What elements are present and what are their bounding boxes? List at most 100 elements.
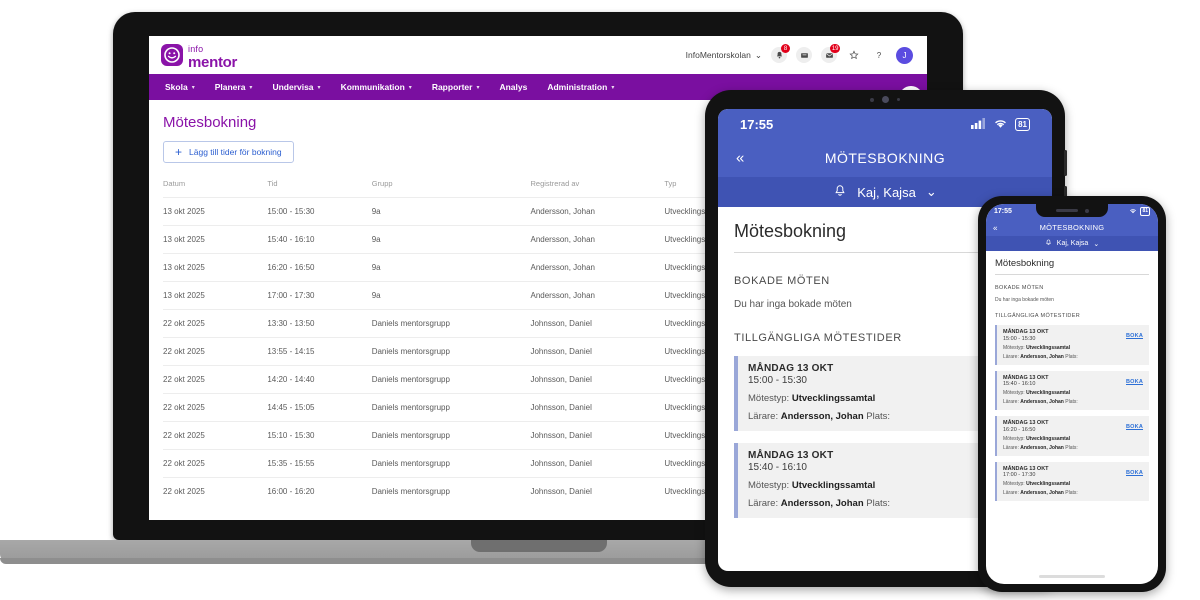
mail-badge: 19 xyxy=(830,44,840,53)
phone-section-booked: BOKADE MÖTEN xyxy=(995,285,1044,291)
phone-user-bar[interactable]: Kaj, Kajsa ⌄ xyxy=(986,236,1158,251)
page-title: Mötesbokning xyxy=(163,114,257,131)
slot-teacher-label: Lärare: xyxy=(1003,353,1019,360)
bell-icon[interactable]: 8 xyxy=(771,44,790,63)
battery-indicator: 81 xyxy=(1140,207,1150,216)
cell-grupp: Daniels mentorsgrupp xyxy=(371,309,531,338)
slot-type-label: Mötestyp: xyxy=(748,393,790,404)
phone-heading: Mötesbokning xyxy=(995,258,1149,275)
cell-datum: 22 okt 2025 xyxy=(163,449,268,478)
chevron-down-icon: ▾ xyxy=(191,84,195,91)
cell-datum: 22 okt 2025 xyxy=(163,365,268,394)
slot-teacher-label: Lärare: xyxy=(1003,490,1019,496)
slot-type-line: Mötestyp: Utvecklingssamtal xyxy=(1003,436,1144,442)
slot-teacher-label: Lärare: xyxy=(1003,399,1019,405)
phone-booked-empty: Du har inga bokade möten xyxy=(995,297,1054,303)
phone-chassis: 17:55 81 « MÖTESBOKNING xyxy=(978,196,1166,592)
nav-item-planera[interactable]: Planera ▾ xyxy=(215,82,253,92)
chevron-down-icon: ▾ xyxy=(249,84,253,91)
phone-notch xyxy=(1036,204,1108,217)
cell-grupp: Daniels mentorsgrupp xyxy=(371,449,531,478)
cell-tid: 13:55 - 14:15 xyxy=(267,337,372,366)
cell-registrerad-av: Johnsson, Daniel xyxy=(530,449,665,478)
infomentor-logo[interactable]: info mentor xyxy=(161,40,237,70)
slot-type-line: Mötestyp: Utvecklingssamtal xyxy=(1003,481,1144,487)
phone-available-list: MÅNDAG 13 OKT 15:00 - 15:30 Mötestyp: Utve… xyxy=(995,325,1149,501)
chevron-down-icon: ⌄ xyxy=(1093,240,1100,248)
cell-registrerad-av: Johnsson, Daniel xyxy=(530,365,665,394)
laptop-foot xyxy=(0,558,1076,564)
slot-type-value: Utvecklingssamtal xyxy=(791,393,876,404)
book-slot-button[interactable]: BOKA xyxy=(1126,378,1143,385)
laptop-base-notch xyxy=(471,540,607,552)
chevron-down-icon: ▾ xyxy=(317,84,321,91)
nav-item-rapporter[interactable]: Rapporter ▾ xyxy=(432,82,480,92)
meeting-slot-card[interactable]: MÅNDAG 13 OKT 16:20 - 16:50 Mötestyp: Utve… xyxy=(995,416,1149,456)
back-icon[interactable]: « xyxy=(736,149,745,167)
cell-tid: 15:40 - 16:10 xyxy=(267,225,372,254)
nav-item-undervisa[interactable]: Undervisa ▾ xyxy=(272,82,320,92)
slot-teacher-value: Andersson, Johan xyxy=(1020,444,1064,451)
avatar[interactable]: J xyxy=(896,46,913,64)
cell-tid: 17:00 - 17:30 xyxy=(267,281,372,310)
tablet-selected-student: Kaj, Kajsa xyxy=(857,184,916,200)
slot-teacher-value: Andersson, Johan xyxy=(1020,353,1064,360)
slot-day: MÅNDAG 13 OKT xyxy=(748,450,834,461)
book-slot-button[interactable]: BOKA xyxy=(1126,333,1143,339)
slot-time: 15:00 - 15:30 xyxy=(1003,335,1036,342)
meeting-slot-card[interactable]: MÅNDAG 13 OKT 15:00 - 15:30 Mötestyp: Utve… xyxy=(995,325,1149,365)
nav-item-kommunikation[interactable]: Kommunikation ▾ xyxy=(341,82,412,92)
slot-time: 17:00 - 17:30 xyxy=(1003,472,1036,478)
mail-icon[interactable]: 19 xyxy=(821,44,840,63)
chevron-down-icon: ▾ xyxy=(476,84,480,91)
cell-registrerad-av: Johnsson, Daniel xyxy=(530,393,665,422)
nav-item-analys[interactable]: Analys xyxy=(499,82,527,92)
slot-place-label: Plats: xyxy=(1065,444,1078,451)
slot-teacher-value: Andersson, Johan xyxy=(1020,490,1064,496)
back-icon[interactable]: « xyxy=(993,223,998,232)
cell-registrerad-av: Johnsson, Daniel xyxy=(530,309,665,338)
cell-tid: 15:10 - 15:30 xyxy=(267,421,372,450)
cell-registrerad-av: Andersson, Johan xyxy=(530,197,665,226)
wifi-icon xyxy=(993,117,1008,132)
school-selector[interactable]: InfoMentorskolan ⌄ xyxy=(686,50,762,61)
help-icon[interactable]: ? xyxy=(876,50,882,60)
cell-registrerad-av: Johnsson, Daniel xyxy=(530,337,665,366)
slot-place-label: Plats: xyxy=(866,411,891,422)
slot-type-line: Mötestyp: Utvecklingssamtal xyxy=(1003,390,1144,396)
slot-time: 15:40 - 16:10 xyxy=(1003,381,1036,387)
meeting-slot-card[interactable]: MÅNDAG 13 OKT 17:00 - 17:30 Mötestyp: Utve… xyxy=(995,461,1149,501)
cell-registrerad-av: Andersson, Johan xyxy=(530,225,665,254)
slot-place-label: Plats: xyxy=(1065,399,1078,405)
cell-registrerad-av: Johnsson, Daniel xyxy=(530,421,665,450)
book-slot-button[interactable]: BOKA xyxy=(1126,424,1143,430)
infomentor-logo-icon xyxy=(161,44,183,66)
topbar-actions: InfoMentorskolan ⌄ 8 19 xyxy=(686,44,913,64)
cell-tid: 14:45 - 15:05 xyxy=(267,393,372,422)
phone-navbar: « MÖTESBOKNING xyxy=(986,219,1158,236)
tablet-volume-up-button[interactable] xyxy=(1064,150,1067,176)
chevron-down-icon: ▾ xyxy=(408,84,412,91)
meeting-slot-card[interactable]: MÅNDAG 13 OKT 15:40 - 16:10 Mötestyp: Utve… xyxy=(995,370,1149,410)
cell-datum: 22 okt 2025 xyxy=(163,393,268,422)
cell-grupp: 9a xyxy=(371,225,531,254)
app-topbar: info mentor InfoMentorskolan ⌄ 8 xyxy=(149,36,927,74)
nav-item-skola[interactable]: Skola ▾ xyxy=(165,82,195,92)
slot-place-label: Plats: xyxy=(1065,490,1078,496)
slot-teacher-line: Lärare: Andersson, Johan Plats: xyxy=(1003,445,1144,451)
star-icon[interactable] xyxy=(846,47,862,63)
cell-datum: 13 okt 2025 xyxy=(163,253,268,282)
inbox-icon[interactable] xyxy=(796,47,812,63)
nav-item-administration[interactable]: Administration ▾ xyxy=(547,82,614,92)
phone-screen: 17:55 81 « MÖTESBOKNING xyxy=(986,204,1158,584)
col-datum: Datum xyxy=(163,179,186,188)
tablet-heading: Mötesbokning xyxy=(734,221,1036,253)
cell-datum: 13 okt 2025 xyxy=(163,197,268,226)
slot-teacher-label: Lärare: xyxy=(1003,444,1019,451)
book-slot-button[interactable]: BOKA xyxy=(1126,469,1143,476)
add-booking-times-button[interactable]: + Lägg till tider för bokning xyxy=(163,141,294,163)
cell-tid: 13:30 - 13:50 xyxy=(267,309,372,338)
cell-datum: 22 okt 2025 xyxy=(163,337,268,366)
col-grupp: Grupp xyxy=(371,179,393,188)
